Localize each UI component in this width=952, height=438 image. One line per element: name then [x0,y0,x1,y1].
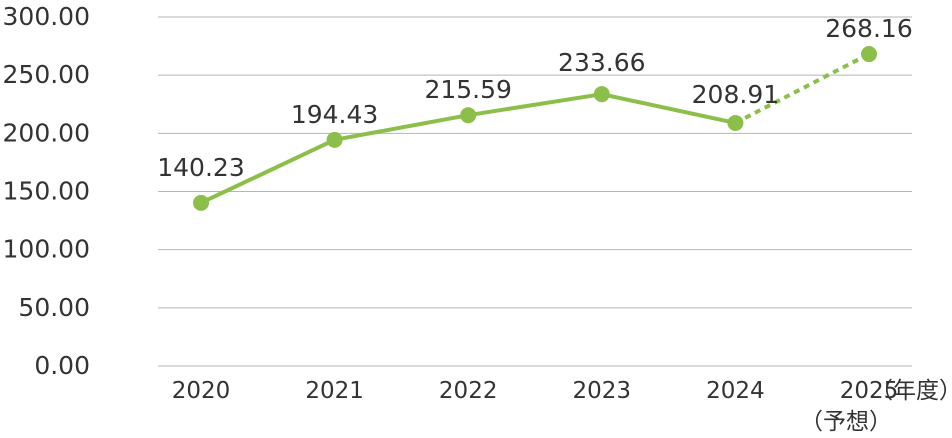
line-segment [334,113,469,142]
data-label: 215.59 [424,75,511,104]
data-point [727,114,744,131]
y-tick-label: 250.00 [3,60,90,89]
y-tick-label: 150.00 [3,177,90,206]
x-tick-label: 2025 [840,378,899,404]
line-segment [601,92,736,125]
data-labels: 140.23 194.43 215.59 233.66 208.91 268.16 [157,14,912,182]
data-point [460,107,477,124]
data-point [193,194,209,211]
x-tick-label: 2022 [439,378,498,404]
line-segment [467,92,603,118]
data-label: 208.91 [692,80,779,109]
x-unit-label: （年度） [870,378,952,404]
y-tick-label: 200.00 [3,118,90,147]
y-tick-label: 50.00 [18,293,90,322]
y-tick-label: 300.00 [3,2,90,31]
x-tick-label: 2023 [573,378,632,404]
data-label: 194.43 [291,100,378,129]
data-label: 140.23 [157,153,244,182]
x-tick-label: 2024 [706,378,765,404]
y-tick-label: 0.00 [34,351,90,380]
data-point [861,46,877,63]
x-forecast-label: （予想） [800,409,892,435]
forecast-line-segment [734,52,870,125]
data-label: 233.66 [558,48,645,77]
series-lines [200,52,870,205]
line-segment [200,138,336,205]
y-axis: 0.00 50.00 100.00 150.00 200.00 250.00 300.00 [3,2,90,380]
x-axis: （年度） （予想） 2020 2021 2022 2023 2024 2025 [172,378,952,435]
data-point [593,86,610,103]
x-tick-label: 2021 [305,378,364,404]
y-tick-label: 100.00 [3,235,90,264]
data-point [326,131,343,148]
data-label: 268.16 [825,14,912,43]
grid-lines [158,16,912,367]
data-points [193,46,877,211]
x-tick-label: 2020 [172,378,231,404]
